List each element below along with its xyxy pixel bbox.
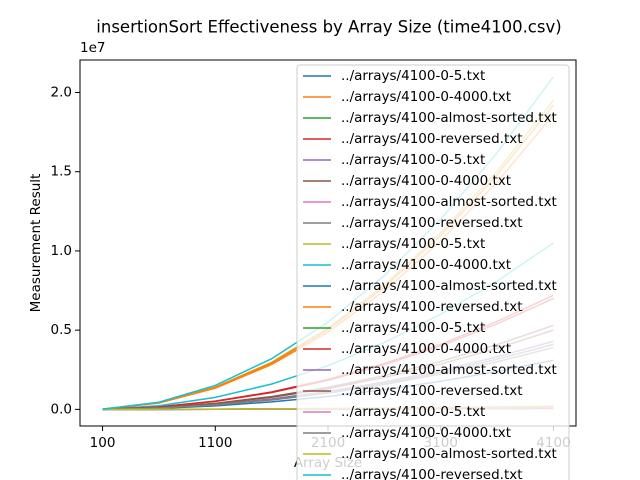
y-tick-label: 0.0 [51,401,72,417]
legend-label: ../arrays/4100-0-5.txt [341,152,485,168]
y-tick-label: 2.0 [51,84,72,100]
legend-label: ../arrays/4100-0-4000.txt [341,257,511,273]
legend-label: ../arrays/4100-0-4000.txt [341,173,511,189]
y-tick-label: 1.5 [51,164,72,180]
legend-label: ../arrays/4100-almost-sorted.txt [341,278,557,294]
legend-label: ../arrays/4100-reversed.txt [341,299,523,315]
legend-label: ../arrays/4100-almost-sorted.txt [341,194,557,210]
legend-label: ../arrays/4100-reversed.txt [341,215,523,231]
legend-label: ../arrays/4100-almost-sorted.txt [341,110,557,126]
legend-label: ../arrays/4100-reversed.txt [341,467,523,480]
y-tick-label: 0.5 [51,322,72,338]
legend-label: ../arrays/4100-0-5.txt [341,320,485,336]
legend-label: ../arrays/4100-0-5.txt [341,404,485,420]
y-offset-label: 1e7 [80,40,105,56]
y-tick-label: 1.0 [51,243,72,259]
legend-label: ../arrays/4100-0-5.txt [341,236,485,252]
legend-label: ../arrays/4100-almost-sorted.txt [341,446,557,462]
y-axis-label: Measurement Result [28,174,44,313]
legend-label: ../arrays/4100-reversed.txt [341,131,523,147]
legend-box [296,64,570,480]
legend-label: ../arrays/4100-0-4000.txt [341,341,511,357]
chart-title: insertionSort Effectiveness by Array Siz… [96,18,561,37]
legend-label: ../arrays/4100-0-4000.txt [341,425,511,441]
legend-label: ../arrays/4100-0-4000.txt [341,89,511,105]
legend-label: ../arrays/4100-almost-sorted.txt [341,362,557,378]
legend: ../arrays/4100-0-5.txt ../arrays/4100-0-4… [296,64,570,480]
x-tick-label: 100 [90,435,116,451]
legend-label: ../arrays/4100-0-5.txt [341,68,485,84]
legend-label: ../arrays/4100-reversed.txt [341,383,523,399]
x-tick-label: 1100 [198,435,232,451]
